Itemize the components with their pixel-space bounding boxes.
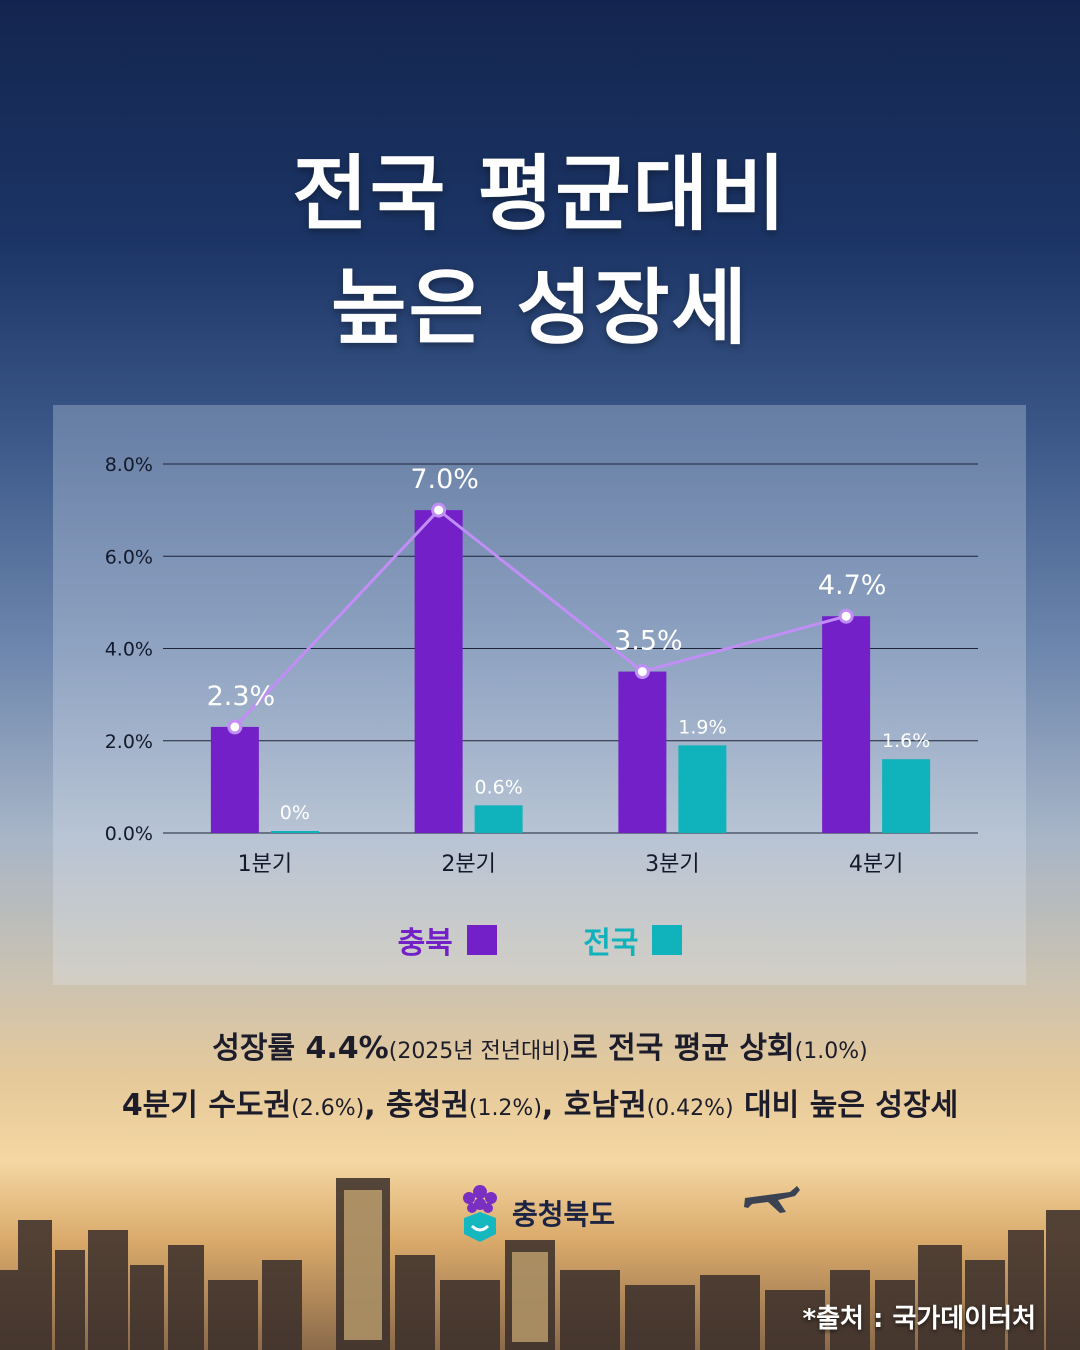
title-line-2: 높은 성장세 xyxy=(331,261,749,356)
legend-swatch-chungbuk xyxy=(466,925,497,955)
chart-panel: 0.0% 2.0% 4.0% 6.0% 8.0% 0% 1분기 0.6% 2분기 1.9% 3분기 1… xyxy=(53,405,1026,985)
airplane-icon xyxy=(744,1186,800,1213)
legend-item-national: 전국 xyxy=(583,918,683,962)
caption: 성장률 4.4%(2025년 전년대비)로 전국 평균 상회(1.0%) 4분기… xyxy=(0,1022,1080,1136)
data-label-chungbuk: 7.0% xyxy=(410,464,479,495)
line-chungbuk xyxy=(233,508,847,728)
caption-line-2: 4분기 수도권(2.6%), 충청권(1.2%), 호남권(0.42%) 대비 … xyxy=(0,1079,1080,1136)
y-tick-label: 4.0% xyxy=(105,639,153,661)
data-label-chungbuk: 3.5% xyxy=(614,626,683,657)
legend-item-chungbuk: 충북 xyxy=(398,918,497,962)
point-chungbuk xyxy=(838,608,854,624)
caption-line-1: 성장률 4.4%(2025년 전년대비)로 전국 평균 상회(1.0%) xyxy=(0,1022,1080,1079)
x-tick-label: 1분기 xyxy=(238,852,292,877)
bar-chungbuk xyxy=(210,726,259,833)
caption-1d: (1.0%) xyxy=(794,1039,868,1064)
point-chungbuk xyxy=(431,502,447,518)
title-line-1: 전국 평균대비 xyxy=(292,147,788,242)
caption-2a: 4분기 수도권 xyxy=(121,1088,292,1123)
chart-legend: 충북 전국 xyxy=(0,918,1080,962)
x-tick-label: 3분기 xyxy=(645,852,699,877)
source-note: *출처 : 국가데이터처 xyxy=(802,1304,1036,1334)
y-tick-label: 0.0% xyxy=(105,823,153,845)
caption-1b: (2025년 전년대비) xyxy=(388,1039,571,1064)
data-label-national: 0.6% xyxy=(474,776,522,798)
chungbuk-logo: 충청북도 xyxy=(460,1180,615,1246)
data-label-chungbuk: 2.3% xyxy=(207,681,276,712)
y-tick-label: 2.0% xyxy=(105,731,153,753)
bar-chungbuk xyxy=(414,510,463,833)
y-tick-label: 6.0% xyxy=(105,546,153,568)
bar-national xyxy=(270,831,319,833)
logo-text: 충청북도 xyxy=(512,1198,616,1231)
data-label-chungbuk: 4.7% xyxy=(818,570,887,601)
growth-chart: 0.0% 2.0% 4.0% 6.0% 8.0% 0% 1분기 0.6% 2분기 1.9% 3분기 1… xyxy=(105,454,978,877)
caption-1a: 성장률 4.4% xyxy=(212,1031,389,1066)
page-title: 전국 평균대비 높은 성장세 xyxy=(0,138,1080,366)
caption-2d: (1.2%) xyxy=(468,1096,542,1121)
bar-chungbuk xyxy=(822,616,871,833)
caption-2b: (2.6%) xyxy=(291,1096,365,1121)
bar-national xyxy=(678,745,727,833)
caption-2f: (0.42%) xyxy=(646,1096,734,1121)
bar-national xyxy=(474,805,523,833)
bar-national xyxy=(882,759,931,833)
data-label-national: 1.9% xyxy=(678,716,726,738)
caption-2e: , 호남권 xyxy=(541,1088,647,1123)
caption-1c: 로 전국 평균 상회 xyxy=(570,1031,795,1066)
city-skyline-illustration xyxy=(0,1178,1080,1350)
legend-label-chungbuk: 충북 xyxy=(397,926,453,961)
chungbuk-emblem-icon xyxy=(463,1185,497,1242)
legend-swatch-national xyxy=(652,925,683,955)
point-chungbuk xyxy=(227,719,243,735)
legend-label-national: 전국 xyxy=(583,926,639,961)
y-tick-label: 8.0% xyxy=(105,454,153,476)
x-tick-label: 4분기 xyxy=(849,852,903,877)
bar-chungbuk xyxy=(618,671,667,833)
x-tick-label: 2분기 xyxy=(441,852,495,877)
caption-2c: , 충청권 xyxy=(364,1088,469,1123)
data-label-national: 0% xyxy=(280,802,310,824)
point-chungbuk xyxy=(634,664,650,680)
data-label-national: 1.6% xyxy=(882,730,930,752)
caption-2g: 대비 높은 성장세 xyxy=(733,1088,959,1123)
